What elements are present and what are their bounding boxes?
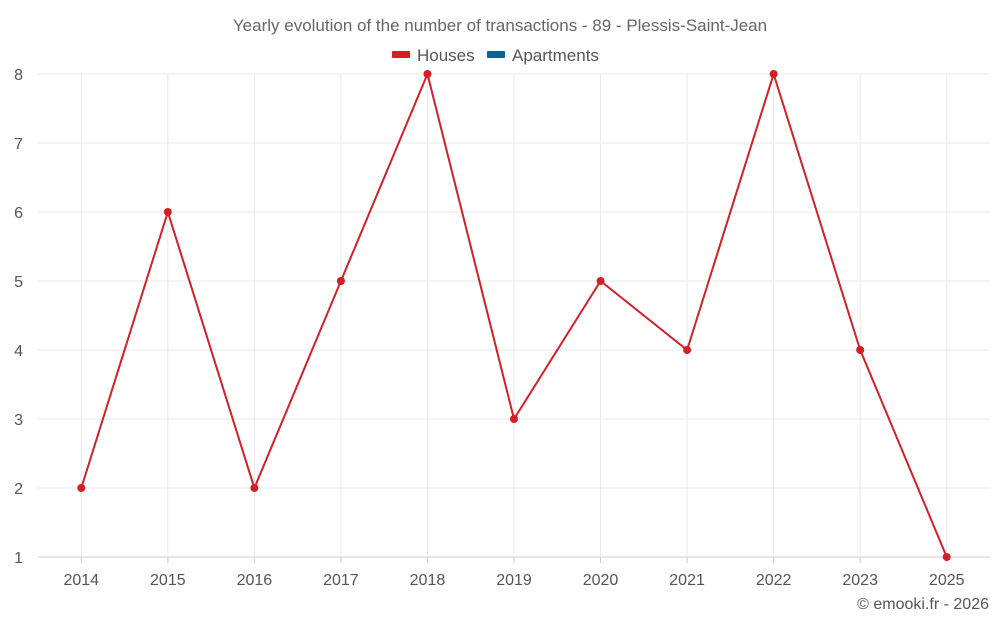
- y-tick-label: 6: [14, 205, 23, 222]
- legend-item-houses[interactable]: Houses: [392, 46, 475, 65]
- y-axis: 1 2 3 4 5 6 7 8: [14, 67, 23, 567]
- x-tick-label: 2015: [150, 572, 186, 589]
- gridlines: [38, 73, 990, 558]
- legend-label-houses: Houses: [417, 46, 475, 65]
- x-tick-label: 2025: [929, 572, 965, 589]
- x-tick-label: 2021: [669, 572, 705, 589]
- y-tick-label: 4: [14, 343, 23, 360]
- data-point[interactable]: [942, 553, 951, 561]
- data-point[interactable]: [856, 346, 865, 354]
- data-point[interactable]: [423, 70, 432, 78]
- x-tick-label: 2016: [237, 572, 273, 589]
- legend-item-apartments[interactable]: Apartments: [487, 46, 599, 65]
- data-point[interactable]: [769, 70, 778, 78]
- y-tick-label: 5: [14, 274, 23, 291]
- credit-text: © emooki.fr - 2026: [857, 596, 989, 613]
- x-tick-label: 2014: [63, 572, 99, 589]
- x-tick-label: 2020: [583, 572, 619, 589]
- y-tick-label: 1: [14, 550, 23, 567]
- x-tick-label: 2019: [496, 572, 532, 589]
- data-point[interactable]: [510, 415, 518, 423]
- x-tick-label: 2018: [410, 572, 446, 589]
- data-point[interactable]: [77, 484, 86, 492]
- x-tick-label: 2023: [842, 572, 878, 589]
- data-point[interactable]: [163, 208, 172, 216]
- y-tick-label: 7: [14, 136, 23, 153]
- data-point[interactable]: [250, 484, 259, 492]
- chart-title: Yearly evolution of the number of transa…: [233, 16, 767, 35]
- y-tick-label: 2: [14, 481, 23, 498]
- x-axis: 2014 2015 2016 2017 2018 2019 2020 2021 2022 2023…: [63, 557, 965, 589]
- x-tick-label: 2017: [323, 572, 359, 589]
- legend-swatch-houses: [392, 51, 410, 58]
- data-point[interactable]: [336, 277, 345, 285]
- data-point[interactable]: [596, 277, 605, 285]
- y-tick-label: 3: [14, 412, 23, 429]
- series-houses: [77, 70, 951, 561]
- legend: Houses Apartments: [392, 46, 599, 65]
- x-tick-label: 2022: [756, 572, 792, 589]
- legend-label-apartments: Apartments: [512, 46, 599, 65]
- legend-swatch-apartments: [487, 51, 505, 58]
- data-point[interactable]: [683, 346, 692, 354]
- y-tick-label: 8: [14, 67, 23, 84]
